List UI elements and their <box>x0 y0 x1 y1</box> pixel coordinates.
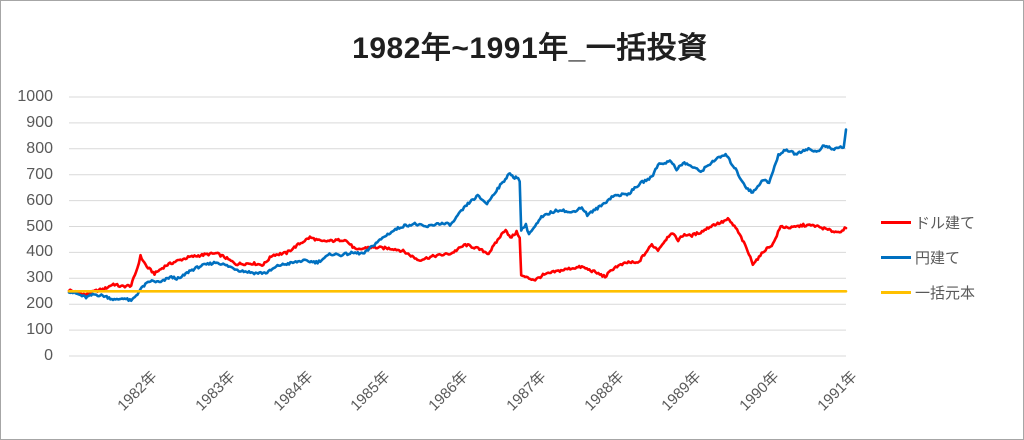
series-line-1 <box>67 128 848 303</box>
series-line-0 <box>67 216 848 297</box>
chart-title: 1982年~1991年_一括投資 <box>352 32 708 65</box>
y-axis-tick-label: 500 <box>26 217 53 235</box>
y-axis-tick-label: 200 <box>26 295 53 313</box>
y-axis-tick-label: 100 <box>26 321 53 339</box>
legend-item-0: ドル建て <box>881 205 975 240</box>
legend-line-swatch <box>881 256 911 259</box>
y-axis-tick-label: 0 <box>44 347 53 364</box>
legend: ドル建て円建て一括元本 <box>881 205 975 310</box>
y-axis-tick-label: 300 <box>26 269 53 287</box>
y-axis-tick-label: 1000 <box>17 88 53 105</box>
legend-line-swatch <box>881 221 911 224</box>
legend-label: 円建て <box>915 250 961 267</box>
y-axis-tick-label: 900 <box>26 113 53 131</box>
legend-item-2: 一括元本 <box>881 275 975 310</box>
legend-line-swatch <box>881 291 911 294</box>
y-axis-tick-label: 600 <box>26 191 53 209</box>
legend-label: ドル建て <box>915 215 976 232</box>
y-axis-tick-label: 400 <box>26 243 53 261</box>
y-axis-tick-label: 800 <box>26 139 53 157</box>
legend-item-1: 円建て <box>881 240 975 275</box>
legend-label: 一括元本 <box>915 285 976 302</box>
y-axis-tick-label: 700 <box>26 165 53 183</box>
